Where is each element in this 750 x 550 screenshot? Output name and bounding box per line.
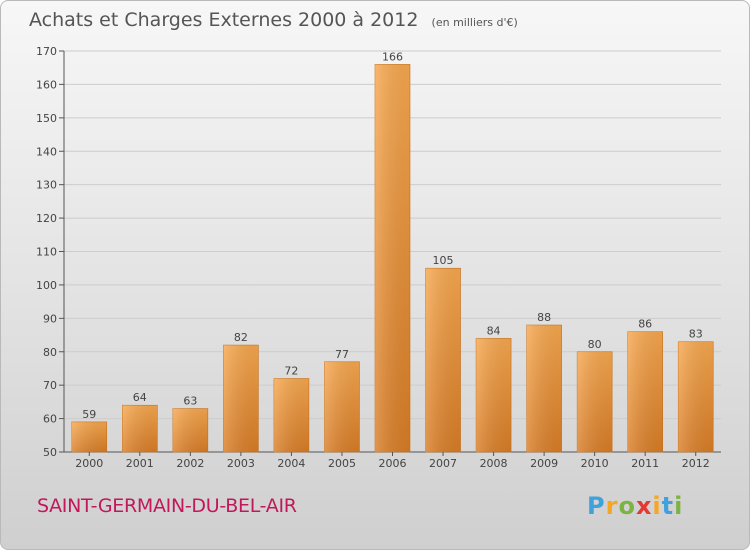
proxiti-logo: Proxiti <box>587 492 683 520</box>
bar-shade-2012 <box>678 341 714 452</box>
y-tick-label: 160 <box>36 78 57 91</box>
bar-value-label: 86 <box>638 318 652 331</box>
bar-shade-2003 <box>223 345 259 452</box>
y-tick-label: 70 <box>43 379 57 392</box>
x-tick-label: 2009 <box>530 457 558 470</box>
bar-shade-2009 <box>526 325 562 452</box>
chart-subtitle: (en milliers d'€) <box>431 16 518 29</box>
x-tick-label: 2008 <box>480 457 508 470</box>
x-tick-label: 2000 <box>75 457 103 470</box>
y-tick-label: 130 <box>36 179 57 192</box>
y-tick-label: 80 <box>43 346 57 359</box>
bar-shade-2007 <box>425 268 461 452</box>
bar-value-label: 105 <box>433 254 454 267</box>
logo-letter: i <box>652 492 662 520</box>
y-tick-label: 60 <box>43 413 57 426</box>
bar-value-label: 88 <box>537 311 551 324</box>
bar-shade-2006 <box>375 64 410 452</box>
bar-shade-2008 <box>476 338 512 452</box>
logo-letter: r <box>605 492 619 520</box>
x-tick-label: 2006 <box>379 457 407 470</box>
y-tick-label: 50 <box>43 446 57 459</box>
x-tick-label: 2005 <box>328 457 356 470</box>
bar-value-label: 77 <box>335 348 349 361</box>
x-tick-label: 2012 <box>682 457 710 470</box>
chart-title: Achats et Charges Externes 2000 à 2012 <box>29 9 419 31</box>
bar-value-label: 63 <box>183 395 197 408</box>
bar-value-label: 59 <box>82 408 96 421</box>
y-tick-label: 150 <box>36 112 57 125</box>
bar-shade-2000 <box>71 421 107 452</box>
bar-shade-2011 <box>627 331 663 452</box>
bar-shade-2001 <box>122 405 158 452</box>
logo-letter: o <box>618 492 636 520</box>
bar-value-label: 72 <box>284 364 298 377</box>
bar-value-label: 64 <box>133 391 147 404</box>
y-tick-label: 110 <box>36 246 57 259</box>
bar-value-label: 84 <box>487 324 501 337</box>
x-tick-label: 2004 <box>277 457 305 470</box>
x-tick-label: 2011 <box>631 457 659 470</box>
bar-shade-2010 <box>577 351 613 452</box>
logo-letter: x <box>635 492 653 520</box>
y-tick-label: 90 <box>43 312 57 325</box>
bar-shade-2004 <box>273 378 309 452</box>
bar-shade-2002 <box>172 408 208 452</box>
x-tick-label: 2001 <box>126 457 154 470</box>
x-tick-label: 2002 <box>176 457 204 470</box>
logo-letter: t <box>661 492 675 520</box>
chart-header: Achats et Charges Externes 2000 à 2012 (… <box>29 9 518 31</box>
bar-shade-2005 <box>324 361 360 452</box>
y-tick-label: 140 <box>36 145 57 158</box>
y-tick-label: 100 <box>36 279 57 292</box>
bar-value-label: 83 <box>689 328 703 341</box>
y-tick-label: 120 <box>36 212 57 225</box>
bar-value-label: 80 <box>588 338 602 351</box>
x-tick-label: 2003 <box>227 457 255 470</box>
y-tick-label: 170 <box>36 45 57 58</box>
commune-name: SAINT-GERMAIN-DU-BEL-AIR <box>37 495 297 517</box>
x-tick-label: 2007 <box>429 457 457 470</box>
x-tick-label: 2010 <box>581 457 609 470</box>
logo-letter: P <box>587 492 606 520</box>
bar-value-label: 82 <box>234 331 248 344</box>
logo-letter: i <box>674 492 684 520</box>
bar-value-label: 166 <box>382 50 403 63</box>
